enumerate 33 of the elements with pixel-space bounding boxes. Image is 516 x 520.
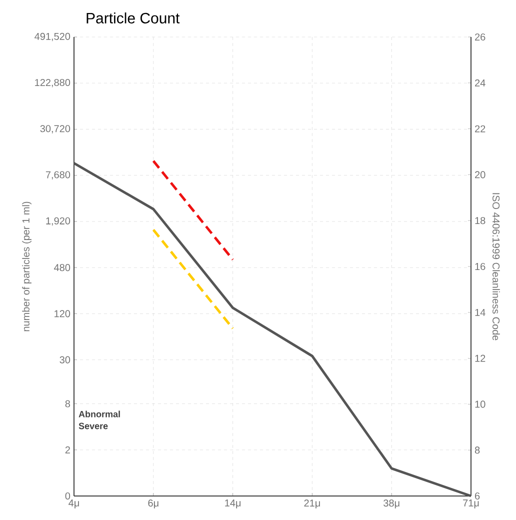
x-tick-label: 21μ [304, 500, 320, 508]
y2-tick-label: 10 [475, 400, 486, 408]
y-tick-label: 8 [65, 400, 70, 408]
y2-tick-label: 22 [475, 125, 486, 132]
y-tick-label: 120 [54, 310, 70, 318]
x-tick-label: 4μ [68, 500, 79, 508]
y-tick-label: 480 [54, 264, 70, 272]
y2-tick-label: 16 [475, 262, 486, 270]
y-tick-label: 7,680 [46, 171, 70, 180]
y2-tick-label: 20 [475, 171, 486, 178]
x-tick-label: 71μ [463, 500, 479, 508]
y2-tick-label: 18 [475, 217, 486, 224]
y2-tick-label: 8 [474, 446, 480, 454]
y2-tick-label: 6 [475, 492, 480, 500]
annotation: Abnormal [78, 410, 120, 418]
y2-tick-label: 12 [475, 354, 486, 362]
chart-title: Particle Count [86, 12, 180, 24]
annotation: Severe [78, 422, 108, 430]
y-tick-label: 1,920 [46, 217, 70, 226]
y-axis-title: number of particles (per 1 ml) [22, 202, 32, 332]
x-tick-label: 38μ [384, 500, 400, 508]
y2-tick-label: 24 [475, 79, 486, 86]
y-tick-label: 2 [65, 446, 70, 454]
y-tick-label: 30 [60, 356, 70, 364]
y2-tick-label: 14 [475, 308, 486, 316]
y2-axis-title: ISO 4406:1999 Cleanliness Code [492, 193, 500, 340]
y-tick-label: 122,880 [35, 78, 70, 88]
x-tick-label: 14μ [225, 500, 241, 508]
x-tick-label: 6μ [148, 500, 158, 508]
y-tick-label: 491,520 [34, 32, 70, 42]
y2-tick-label: 26 [475, 33, 486, 41]
y-tick-label: 30,720 [40, 125, 70, 134]
y-tick-label: 0 [65, 492, 70, 500]
